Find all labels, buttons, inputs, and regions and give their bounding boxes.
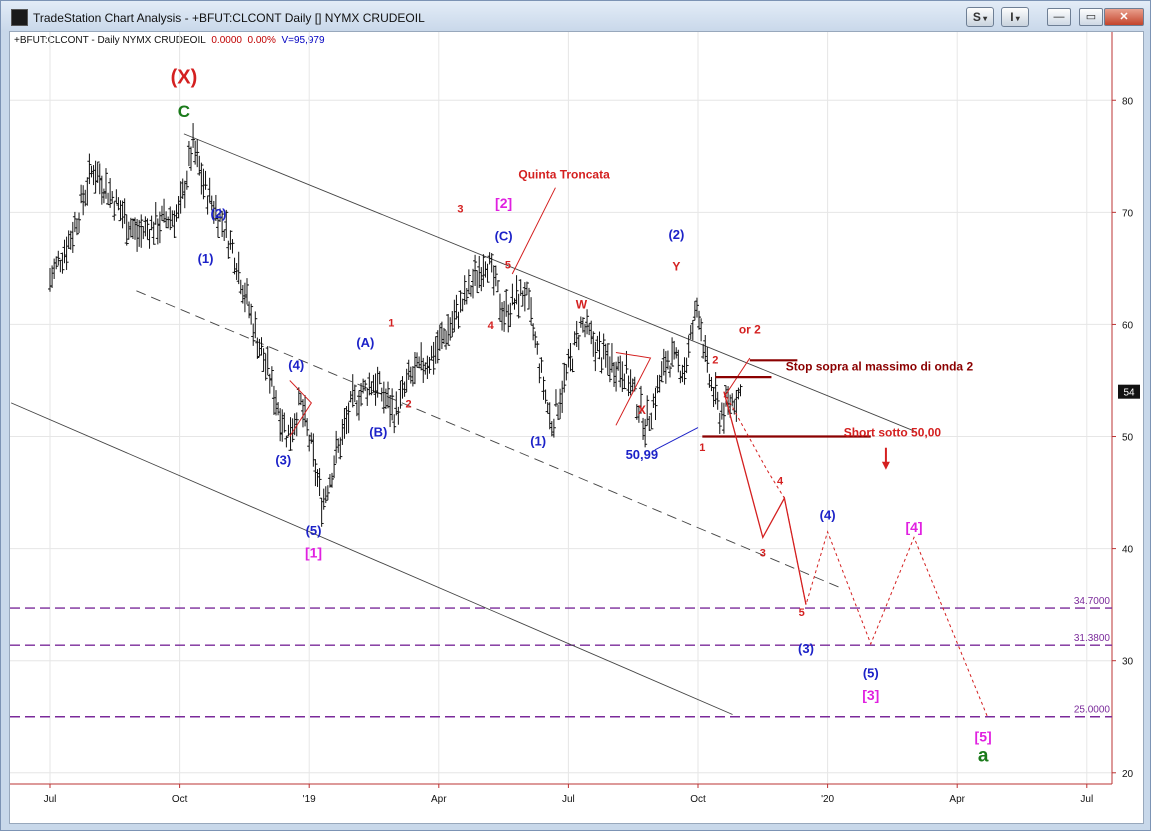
- wave-label: (X): [171, 66, 198, 88]
- minimize-button[interactable]: —: [1047, 8, 1071, 26]
- chevron-down-icon: ▾: [980, 14, 988, 23]
- x-tick-label: Apr: [949, 794, 965, 805]
- wave-label: Short sotto 50,00: [844, 426, 942, 440]
- x-tick-label: Jul: [562, 794, 575, 805]
- wave-label: (A): [356, 335, 374, 350]
- wave-label: (4): [288, 357, 304, 372]
- down-arrow-icon-head: [881, 461, 890, 470]
- target-level-label: 25.0000: [1074, 705, 1111, 716]
- wave-label: Quinta Troncata: [518, 168, 610, 182]
- wave-label: (5): [863, 666, 879, 681]
- channel-line: [10, 402, 733, 715]
- restore-button[interactable]: ▭: [1079, 8, 1103, 26]
- wave-label: W: [576, 298, 588, 312]
- chart-panel[interactable]: +BFUT:CLCONT - Daily NYMX CRUDEOIL 0.000…: [9, 31, 1144, 824]
- wave-label: 4: [488, 320, 495, 332]
- wave-label: 5: [799, 607, 805, 619]
- window-title: TradeStation Chart Analysis - +BFUT:CLCO…: [33, 11, 425, 25]
- wave-label: (1): [530, 433, 546, 448]
- wave-label: (2): [211, 206, 227, 221]
- wave-label: Y: [672, 260, 680, 274]
- wave-label: [1]: [305, 545, 322, 561]
- volume: V=95,979: [281, 35, 325, 46]
- y-tick-label: 80: [1122, 96, 1134, 107]
- wave-label: (2): [668, 227, 684, 242]
- wave-label: 4: [777, 476, 784, 488]
- wave-label: or 2: [739, 322, 761, 336]
- x-tick-label: Oct: [690, 794, 706, 805]
- close-button[interactable]: ✕: [1104, 8, 1144, 26]
- x-tick-label: Oct: [172, 794, 188, 805]
- y-tick-label: 50: [1122, 433, 1134, 444]
- target-level-label: 31.3800: [1074, 633, 1111, 644]
- wave-label: [4]: [905, 519, 922, 535]
- chevron-down-icon: ▾: [1013, 14, 1020, 23]
- app-icon: [11, 9, 28, 26]
- y-tick-label: 40: [1122, 545, 1134, 556]
- wave-label: 50,99: [626, 447, 659, 462]
- wave-label: 2: [712, 355, 718, 367]
- wave-label: (C): [495, 228, 513, 243]
- channel-line: [183, 133, 915, 432]
- triangle-pattern: [615, 351, 652, 426]
- wave-label: C: [178, 102, 190, 121]
- wave-label: 5: [505, 259, 511, 271]
- wave-label: (5): [306, 523, 322, 538]
- wave-label: (B): [369, 425, 387, 440]
- projection-dotted-path: [723, 391, 988, 717]
- quinta-troncata-pointer: [511, 187, 556, 275]
- wave-label: a: [978, 746, 989, 767]
- i-dropdown-button[interactable]: I ▾: [1001, 7, 1029, 27]
- wave-label: 1: [699, 442, 705, 454]
- x-tick-label: '20: [821, 794, 834, 805]
- wave-label: [2]: [495, 195, 512, 211]
- wave-label: [3]: [862, 687, 879, 703]
- price-chart[interactable]: 20 30 40 50 60 70 80 Jul Oct '19 Apr Jul Oct '20 Apr Ju…: [10, 32, 1143, 823]
- wave-label: (3): [275, 453, 291, 468]
- x-tick-label: Jul: [44, 794, 57, 805]
- triangle-pattern: [289, 380, 312, 437]
- wave-label: (1): [198, 251, 214, 266]
- s-dropdown-button[interactable]: S ▾: [966, 7, 994, 27]
- y-tick-label: 60: [1122, 320, 1134, 331]
- wave-label: Stop sopra al massimo di onda 2: [786, 359, 974, 373]
- symbol-info: +BFUT:CLCONT - Daily NYMX CRUDEOIL 0.000…: [14, 35, 325, 46]
- title-bar[interactable]: TradeStation Chart Analysis - +BFUT:CLCO…: [1, 1, 1150, 31]
- wave-label: 2: [405, 398, 411, 410]
- x-tick-label: '19: [303, 794, 316, 805]
- symbol-label: +BFUT:CLCONT - Daily NYMX CRUDEOIL: [14, 35, 206, 46]
- y-tick-label: 30: [1122, 657, 1134, 668]
- current-price-badge-label: 54: [1123, 388, 1135, 399]
- wave-label: 1: [388, 318, 394, 330]
- wave-label: 3: [760, 547, 766, 559]
- x-tick-label: Jul: [1080, 794, 1093, 805]
- channel-line: [136, 290, 841, 589]
- wave-label: 3: [457, 203, 463, 215]
- wave-label: (4): [820, 507, 836, 522]
- y-tick-label: 20: [1122, 769, 1134, 780]
- last-price: 0.0000: [211, 35, 242, 46]
- x-tick-label: Apr: [431, 794, 447, 805]
- wave-label: X: [638, 403, 646, 417]
- wave-label: [5]: [975, 728, 992, 744]
- level-pointer: [654, 427, 699, 451]
- current-price-badge: [1118, 384, 1140, 399]
- change-percent: 0.00%: [247, 35, 276, 46]
- target-level-label: 34.7000: [1074, 596, 1111, 607]
- wave-label: (3): [798, 641, 814, 656]
- y-tick-label: 70: [1122, 208, 1134, 219]
- projection-solid-path: [723, 391, 807, 605]
